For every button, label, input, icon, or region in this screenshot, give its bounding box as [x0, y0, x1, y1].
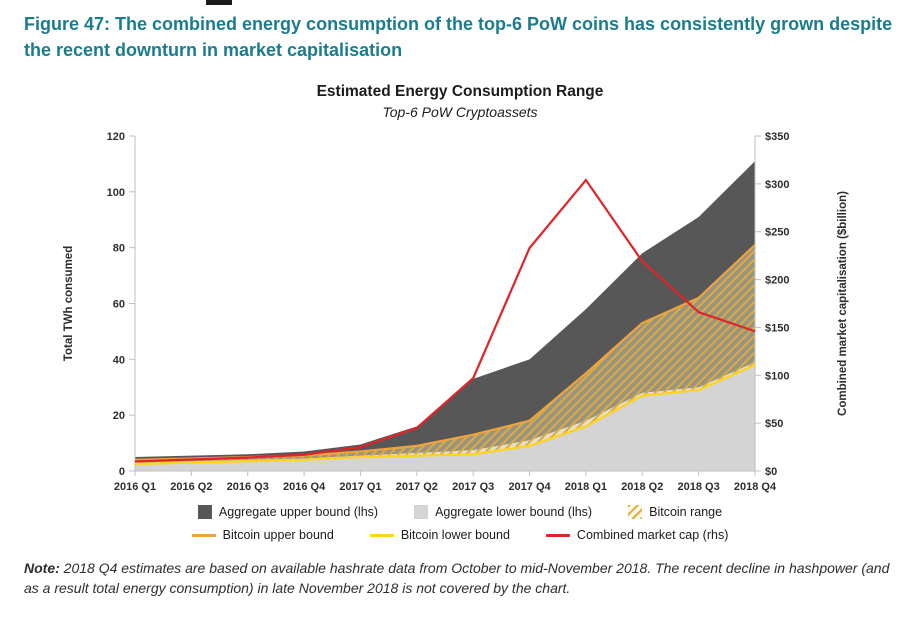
svg-text:2016 Q2: 2016 Q2: [170, 481, 212, 493]
svg-text:$100: $100: [765, 370, 789, 382]
svg-text:$150: $150: [765, 323, 789, 335]
svg-text:$0: $0: [765, 466, 777, 478]
note-label: Note:: [24, 560, 60, 577]
svg-text:2017 Q1: 2017 Q1: [339, 481, 381, 493]
svg-text:2016 Q3: 2016 Q3: [227, 481, 269, 493]
left-axis-title: Total TWh consumed: [63, 246, 75, 361]
svg-text:$50: $50: [765, 418, 783, 430]
svg-text:$250: $250: [765, 227, 789, 239]
svg-text:2017 Q4: 2017 Q4: [508, 481, 551, 493]
legend-label: Aggregate lower bound (lhs): [435, 505, 593, 520]
line-swatch: [369, 533, 394, 537]
box-swatch: [197, 505, 212, 520]
legend-item-bitcoin-lower-bound: Bitcoin lower bound: [369, 528, 510, 543]
svg-text:80: 80: [113, 243, 125, 255]
svg-text:40: 40: [113, 354, 125, 366]
svg-text:2018 Q3: 2018 Q3: [678, 481, 720, 493]
series-market-cap-line: [134, 178, 756, 463]
chart-header: Estimated Energy Consumption Range Top-6…: [0, 83, 920, 120]
hatch-swatch: [628, 505, 643, 520]
legend-row: Aggregate upper bound (lhs) Aggregate low…: [0, 505, 920, 520]
note-text: 2018 Q4 estimates are based on available…: [24, 560, 890, 597]
legend-item-aggregate-upper-bound-lhs: Aggregate upper bound (lhs): [197, 505, 379, 520]
svg-text:2018 Q4: 2018 Q4: [734, 481, 777, 493]
chart-plot: 0 20 40 60 80 100 120 $0 $50 $100 $150 $200 $250 $300…: [63, 131, 849, 493]
svg-text:2016 Q1: 2016 Q1: [114, 481, 156, 493]
svg-text:2018 Q2: 2018 Q2: [621, 481, 663, 493]
chart-legend: Aggregate upper bound (lhs) Aggregate low…: [0, 505, 920, 542]
svg-text:100: 100: [107, 187, 125, 199]
legend-label: Aggregate upper bound (lhs): [218, 505, 379, 520]
right-axis-title: Combined market capitalisation ($billion…: [837, 191, 849, 416]
chart-title: Estimated Energy Consumption Range: [316, 83, 604, 101]
line-swatch: [191, 533, 216, 537]
svg-text:2018 Q1: 2018 Q1: [565, 481, 607, 493]
svg-text:$200: $200: [765, 275, 789, 287]
box-swatch: [414, 505, 429, 520]
legend-label: Bitcoin upper bound: [222, 528, 334, 543]
svg-text:120: 120: [107, 131, 125, 143]
axis-ticks: 0 20 40 60 80 100 120 $0 $50 $100 $150 $200 $250 $300…: [107, 131, 790, 493]
svg-text:60: 60: [113, 299, 125, 311]
screen-edge-artifact: [206, 0, 232, 5]
legend-item-combined-market-cap-rhs: Combined market cap (rhs): [545, 528, 729, 543]
series-bitcoin-lower-line: [134, 364, 756, 466]
svg-text:2017 Q2: 2017 Q2: [396, 481, 438, 493]
svg-text:0: 0: [119, 466, 125, 478]
svg-text:$350: $350: [765, 131, 789, 143]
line-swatch: [545, 533, 570, 537]
legend-item-bitcoin-range: Bitcoin range: [628, 505, 723, 520]
chart-subtitle: Top-6 PoW Cryptoassets: [382, 104, 538, 121]
figure-caption: Figure 47: The combined energy consumpti…: [24, 14, 893, 60]
legend-label: Combined market cap (rhs): [576, 528, 729, 543]
svg-text:2016 Q4: 2016 Q4: [283, 481, 326, 493]
figure-note: Note: 2018 Q4 estimates are based on ava…: [0, 542, 920, 599]
series-bitcoin-range-band: [135, 244, 755, 465]
series-aggregate-lower-area: [135, 362, 755, 472]
legend-label: Bitcoin lower bound: [400, 528, 510, 543]
svg-text:$300: $300: [765, 179, 789, 191]
legend-item-aggregate-lower-bound-lhs: Aggregate lower bound (lhs): [414, 505, 593, 520]
legend-item-bitcoin-upper-bound: Bitcoin upper bound: [191, 528, 334, 543]
svg-text:20: 20: [113, 410, 125, 422]
svg-text:2017 Q3: 2017 Q3: [452, 481, 494, 493]
legend-label: Bitcoin range: [649, 505, 723, 520]
legend-row: Bitcoin upper bound Bitcoin lower bound Co…: [0, 528, 920, 542]
